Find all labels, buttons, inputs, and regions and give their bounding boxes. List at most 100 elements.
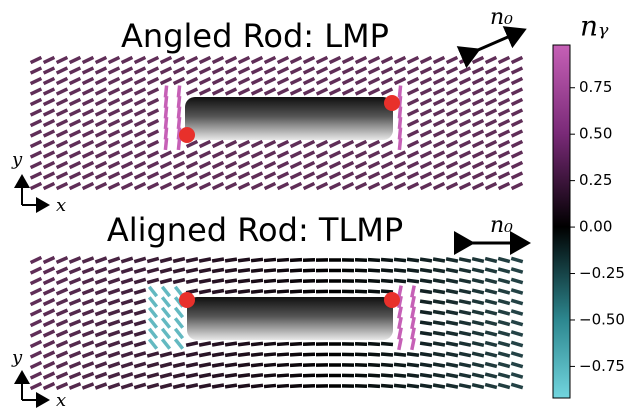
director: [120, 66, 134, 75]
director: [29, 181, 43, 191]
director: [159, 150, 173, 159]
defect: [179, 127, 195, 143]
director: [484, 118, 498, 128]
director: [68, 108, 82, 117]
director: [120, 171, 134, 180]
director: [120, 329, 134, 338]
director: [29, 318, 43, 328]
director: [367, 139, 381, 149]
director: [146, 256, 160, 264]
director: [397, 106, 403, 119]
director: [484, 55, 498, 65]
director: [471, 150, 485, 159]
director: [419, 309, 433, 316]
director: [250, 87, 264, 96]
director: [484, 139, 498, 149]
director: [146, 139, 160, 149]
director: [120, 108, 134, 117]
director: [276, 352, 290, 357]
director: [224, 267, 238, 274]
director: [68, 66, 82, 75]
director: [211, 76, 225, 86]
director: [315, 171, 329, 180]
director: [471, 319, 485, 327]
director: [250, 150, 264, 159]
defect: [384, 95, 400, 111]
director: [445, 362, 459, 368]
director: [120, 97, 134, 107]
director: [497, 118, 511, 128]
director: [497, 288, 511, 295]
director: [458, 181, 472, 191]
director: [198, 288, 212, 295]
director: [510, 150, 524, 159]
director: [419, 171, 433, 180]
director: [406, 150, 420, 159]
director: [432, 150, 446, 159]
director: [432, 76, 446, 86]
director: [328, 150, 342, 159]
director: [133, 340, 147, 348]
director: [224, 181, 238, 191]
director: [55, 371, 69, 380]
director: [29, 297, 43, 307]
director: [276, 373, 290, 378]
director: [160, 317, 172, 329]
director: [211, 66, 225, 75]
director: [172, 351, 186, 358]
director: [107, 150, 121, 159]
director: [163, 137, 169, 151]
director: [380, 181, 394, 191]
director: [302, 76, 316, 86]
director: [224, 351, 238, 358]
director: [497, 171, 511, 180]
director: [42, 150, 56, 159]
director: [419, 108, 433, 117]
director: [302, 160, 316, 170]
director: [211, 372, 225, 379]
director: [445, 55, 459, 65]
director: [497, 160, 511, 170]
director: [328, 55, 342, 65]
director: [445, 330, 459, 337]
director: [393, 66, 407, 75]
director: [341, 87, 355, 96]
director: [432, 257, 446, 263]
director: [419, 139, 433, 149]
director: [237, 267, 251, 274]
director: [393, 268, 407, 273]
director: [107, 382, 121, 390]
director: [211, 341, 225, 347]
director: [458, 108, 472, 117]
director: [497, 181, 511, 191]
director: [406, 373, 420, 378]
director: [198, 372, 212, 379]
director: [211, 257, 225, 263]
director: [471, 330, 485, 337]
director: [354, 55, 368, 65]
director: [458, 267, 472, 274]
director: [380, 341, 394, 347]
director: [94, 87, 108, 96]
director: [94, 319, 108, 327]
director: [172, 171, 186, 180]
director: [510, 340, 524, 348]
director: [471, 87, 485, 96]
director: [211, 139, 225, 149]
director: [393, 150, 407, 159]
director: [211, 181, 225, 191]
director: [289, 87, 303, 96]
director: [510, 288, 524, 295]
director: [276, 66, 290, 75]
director: [263, 341, 277, 347]
director: [94, 55, 108, 65]
director: [380, 87, 394, 96]
director: [471, 351, 485, 358]
director: [380, 383, 394, 389]
director: [68, 256, 82, 264]
director: [94, 298, 108, 306]
director: [120, 266, 134, 275]
director: [146, 129, 160, 138]
director: [510, 66, 524, 75]
director: [354, 268, 368, 273]
